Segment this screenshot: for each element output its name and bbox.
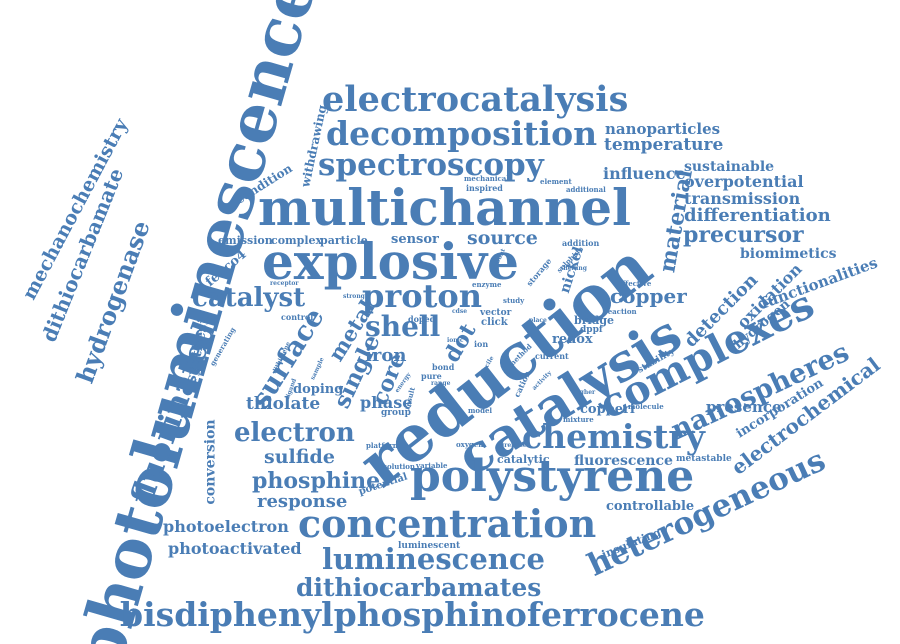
word-controllable: controllable — [606, 499, 695, 514]
word-platform: platform — [366, 441, 401, 450]
word-phase: phase — [360, 393, 413, 412]
word-greigite: greigite — [500, 442, 527, 449]
word-copperi: copperi — [580, 402, 635, 417]
word-shelling: shelling — [560, 265, 587, 272]
word-explosive: explosive — [262, 232, 519, 291]
word-sulfide: sulfide — [264, 446, 335, 468]
word-element: element — [540, 177, 572, 186]
word-pure: pure — [421, 371, 442, 381]
word-addition: addition — [562, 238, 600, 248]
word-photoactivated: photoactivated — [168, 539, 302, 558]
word-sensor: sensor — [391, 232, 439, 247]
word-polystyrene: polystyrene — [410, 451, 695, 502]
word-vector: vector — [480, 308, 512, 318]
word-differentiation: differentiation — [684, 205, 831, 226]
word-model: model — [468, 406, 493, 415]
word-electrocatalysis: electrocatalysis — [322, 79, 629, 120]
word-inspired: inspired — [466, 183, 503, 193]
word-enzyme: enzyme — [472, 280, 502, 289]
word-bond: bond — [432, 362, 455, 372]
word-electron: electron — [234, 418, 355, 448]
word-chemistry: chemistry — [522, 417, 705, 456]
word-concentration: concentration — [298, 501, 597, 546]
word-shell: shell — [365, 310, 441, 343]
word-variable: variable — [416, 461, 448, 470]
word-source: source — [467, 227, 538, 249]
word-solution: solution — [383, 462, 416, 471]
word-fluorescence: fluorescence — [574, 453, 673, 469]
word-ion: ion — [474, 339, 489, 349]
word-molecule: molecule — [628, 402, 664, 411]
word-current: current — [535, 351, 569, 361]
word-thiolate: thiolate — [246, 394, 321, 414]
word-complex: complex — [271, 234, 323, 247]
word-doped: doped — [408, 314, 436, 324]
word-decomposition: decomposition — [326, 114, 598, 153]
word-biomimetics: biomimetics — [740, 246, 837, 262]
word-additional: additional — [566, 185, 606, 194]
word-iron: iron — [365, 345, 407, 366]
word-mechanical: mechanical — [464, 174, 509, 183]
word-nanoparticles: nanoparticles — [605, 120, 721, 138]
word-redox: redox — [552, 332, 593, 347]
word-place: place — [529, 317, 547, 324]
word-strong: strong — [343, 293, 365, 300]
word-catalyst: catalyst — [192, 283, 306, 313]
word-luminescence: luminescence — [322, 542, 545, 576]
word-multichannel: multichannel — [258, 178, 632, 237]
word-study: study — [503, 296, 525, 305]
word-particle: particle — [320, 234, 368, 247]
word-reaction: reaction — [604, 307, 637, 316]
word-precursor: precursor — [683, 222, 804, 248]
word-influence: influence — [603, 164, 686, 183]
word-effective: effective — [618, 279, 652, 288]
word-bisdiphenylphosphinoferrocene: bisdiphenylphosphinoferrocene — [120, 595, 705, 634]
word-sample: sample — [309, 356, 326, 382]
word-oxygen: oxygen — [456, 440, 484, 449]
word-doping: doping — [293, 382, 344, 397]
word-spectroscopy: spectroscopy — [318, 147, 544, 183]
word-control: control — [281, 312, 314, 322]
word-sustainable: sustainable — [684, 159, 775, 175]
word-proton: proton — [362, 277, 482, 315]
word-response: response — [257, 491, 348, 512]
word-presence: presence — [706, 398, 782, 416]
word-dithiocarbamates: dithiocarbamates — [296, 573, 542, 602]
word-emission: emission — [218, 234, 273, 247]
word-receptor: receptor — [270, 280, 299, 287]
word-metastable: metastable — [676, 454, 732, 464]
word-phosphine: phosphine — [252, 468, 381, 494]
word-transmission: transmission — [684, 189, 801, 208]
word-luminescent: luminescent — [398, 541, 461, 551]
word-group: group — [381, 408, 411, 418]
word-catalytic: catalytic — [497, 453, 550, 466]
word-range: range — [431, 380, 451, 387]
word-mixture: mixture — [563, 415, 594, 424]
word-click: click — [481, 317, 508, 328]
word-cdse: cdse — [452, 308, 468, 315]
word-conversion: conversion — [202, 419, 219, 505]
word-overpotential: overpotential — [684, 172, 804, 191]
word-higher: higher — [573, 389, 596, 396]
word-dppf: dppf — [580, 325, 603, 335]
word-copper: copper — [610, 284, 687, 308]
word-photoelectron: photoelectron — [163, 517, 289, 536]
word-ionic: ionic — [447, 337, 464, 344]
word-bridge: bridge — [574, 314, 615, 327]
word-temperature: temperature — [604, 135, 724, 155]
